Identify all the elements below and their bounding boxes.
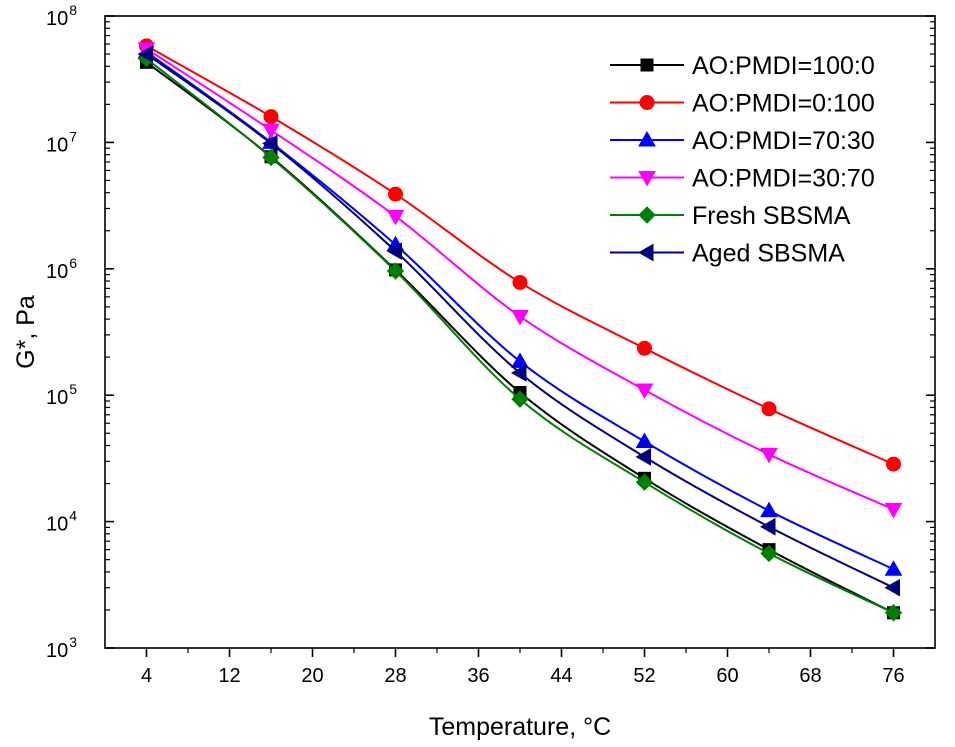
data-point — [386, 262, 405, 280]
data-point — [884, 560, 903, 576]
data-point — [262, 148, 280, 167]
legend-label: AO:PMDI=100:0 — [692, 52, 875, 80]
y-tick-label: 103 — [46, 634, 77, 662]
data-point — [261, 134, 278, 153]
legend-marker — [638, 171, 656, 187]
y-axis-title: G*, Pa — [12, 295, 40, 369]
data-point — [760, 447, 778, 464]
y-tick-label: 104 — [46, 508, 77, 536]
y-tick-exponent: 8 — [69, 2, 77, 18]
y-tick-label: 107 — [46, 128, 77, 156]
data-point — [386, 242, 402, 260]
data-point — [511, 390, 529, 408]
legend-label: AO:PMDI=70:30 — [692, 127, 875, 155]
legend-item: AO:PMDI=30:70 — [610, 165, 875, 193]
data-point — [386, 209, 405, 226]
x-tick-label: 68 — [799, 665, 821, 687]
data-point — [884, 578, 900, 597]
x-tick-label: 60 — [716, 665, 738, 687]
x-axis-title: Temperature, °C — [429, 713, 611, 741]
legend-marker — [638, 130, 656, 147]
legend-label: AO:PMDI=0:100 — [692, 90, 875, 118]
legend-marker — [639, 95, 655, 110]
data-point — [510, 364, 527, 382]
y-tick-label: 108 — [46, 2, 77, 30]
legend-item: Aged SBSMA — [610, 240, 845, 268]
y-tick-exponent: 5 — [69, 381, 77, 397]
legend-marker — [640, 58, 654, 72]
legend-label: AO:PMDI=30:70 — [692, 165, 875, 193]
y-tick-exponent: 3 — [69, 634, 77, 650]
series-5 — [137, 45, 900, 597]
legend-item: AO:PMDI=70:30 — [610, 127, 875, 155]
data-point — [262, 123, 280, 140]
data-point — [388, 186, 403, 202]
x-tick-label: 52 — [633, 665, 655, 687]
data-point — [511, 309, 529, 326]
data-point — [635, 473, 654, 491]
legend-label: Fresh SBSMA — [692, 202, 851, 230]
data-point — [886, 456, 901, 472]
series-4 — [137, 49, 903, 622]
series-1 — [139, 38, 901, 472]
data-point — [759, 517, 776, 536]
y-tick-exponent: 6 — [69, 255, 77, 271]
legend-item: AO:PMDI=0:100 — [610, 90, 875, 118]
data-point — [761, 401, 777, 417]
data-point — [884, 604, 903, 622]
data-point — [760, 544, 778, 563]
legend-item: Fresh SBSMA — [610, 202, 851, 230]
y-tick-label: 105 — [46, 381, 77, 409]
x-tick-label: 44 — [550, 665, 572, 687]
legend-item: AO:PMDI=100:0 — [610, 52, 875, 80]
legend-marker — [637, 243, 654, 262]
data-point — [263, 109, 279, 125]
data-point — [635, 432, 654, 449]
x-tick-label: 36 — [467, 665, 489, 687]
series-layer — [137, 38, 903, 622]
legend-label: Aged SBSMA — [692, 240, 845, 268]
series-3 — [137, 42, 903, 519]
x-tick-label: 4 — [141, 665, 152, 687]
data-point — [635, 448, 651, 466]
x-tick-label: 76 — [882, 665, 904, 687]
data-point — [512, 274, 528, 290]
y-tick-exponent: 4 — [69, 508, 77, 524]
data-point — [884, 502, 903, 519]
series-2 — [137, 42, 903, 576]
y-tick-exponent: 7 — [69, 128, 77, 144]
x-tick-label: 12 — [218, 665, 240, 687]
x-tick-label: 20 — [301, 665, 323, 687]
legend: AO:PMDI=100:0 AO:PMDI=0:100 AO:PMDI=70:30 A… — [610, 52, 875, 268]
x-tick-label: 28 — [384, 665, 406, 687]
data-point — [635, 383, 654, 399]
data-point — [511, 352, 529, 368]
data-point — [637, 340, 652, 356]
legend-marker — [638, 206, 656, 224]
data-point — [137, 45, 153, 63]
y-tick-label: 106 — [46, 255, 77, 283]
data-point — [760, 501, 778, 518]
x-axis: 4 12 20 28 36 44 52 60 68 76 — [141, 648, 905, 687]
